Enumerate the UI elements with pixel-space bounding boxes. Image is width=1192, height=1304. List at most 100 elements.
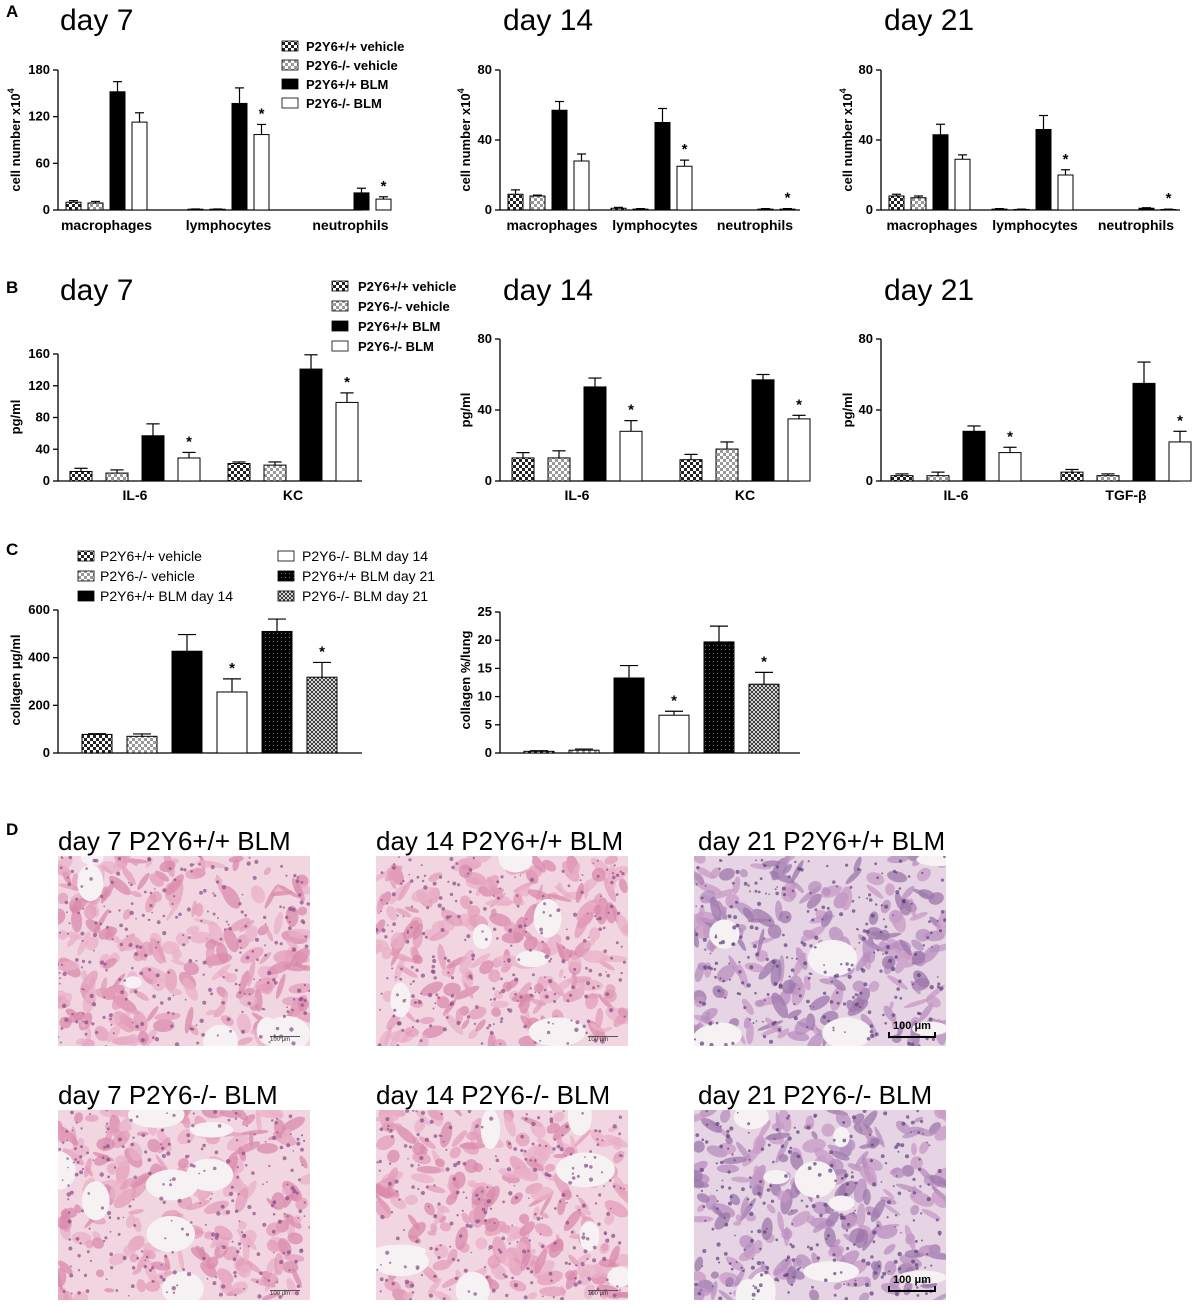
cell-nucleus [800, 1199, 804, 1202]
cell-nucleus [93, 949, 95, 952]
cell-nucleus [929, 985, 934, 990]
cell-nucleus [788, 975, 791, 978]
tissue-strand [244, 925, 258, 943]
cell-nucleus [561, 1193, 566, 1197]
cell-nucleus [273, 1251, 275, 1254]
y-tick-label: 160 [28, 346, 50, 361]
cell-nucleus [747, 1122, 751, 1126]
cell-nucleus [940, 878, 944, 882]
significance-star: * [628, 402, 634, 419]
cell-nucleus [467, 1290, 471, 1293]
cell-nucleus [198, 1172, 201, 1175]
tissue-strand [96, 1137, 115, 1151]
cell-nucleus [561, 959, 566, 964]
cell-nucleus [76, 1160, 80, 1164]
cell-nucleus [471, 957, 475, 961]
cell-nucleus [807, 1166, 812, 1171]
cell-nucleus [549, 1119, 554, 1124]
cell-nucleus [700, 896, 704, 900]
tissue-strand [831, 1151, 850, 1161]
cell-nucleus [700, 1189, 703, 1192]
cell-nucleus [879, 969, 883, 973]
cell-nucleus [449, 892, 454, 897]
legend-label-ko-blm: P2Y6-/- BLM [358, 339, 434, 354]
cell-nucleus [233, 1271, 237, 1275]
cell-nucleus [935, 1218, 939, 1222]
cell-nucleus [380, 910, 382, 912]
cell-nucleus [917, 1044, 921, 1046]
significance-star: * [1063, 151, 1069, 168]
tissue-strand [433, 1244, 449, 1259]
bar [715, 448, 739, 482]
cell-nucleus [169, 1183, 173, 1187]
micrograph-title: day 7 P2Y6+/+ BLM [58, 826, 291, 856]
tissue-strand [468, 1006, 487, 1020]
bar [511, 457, 535, 482]
cell-nucleus [75, 958, 79, 962]
tissue-texture [376, 856, 628, 1046]
tissue-strand [694, 1178, 705, 1189]
chart-title-b-day14: day 14 [503, 274, 593, 307]
cell-nucleus [721, 1179, 724, 1182]
cell-nucleus [203, 1169, 206, 1172]
cell-nucleus [533, 1041, 536, 1044]
cell-nucleus [500, 1017, 504, 1021]
tissue-strand [766, 1203, 776, 1214]
cell-nucleus [900, 1143, 905, 1148]
cell-nucleus [109, 1230, 112, 1233]
tissue-strand [85, 1025, 92, 1042]
cell-nucleus [68, 1211, 71, 1214]
cell-nucleus [133, 1224, 137, 1227]
cell-nucleus [147, 919, 150, 921]
tissue-strand [104, 1288, 115, 1293]
cell-nucleus [106, 1122, 109, 1125]
tissue-strand [378, 1030, 391, 1046]
y-tick-label: 0 [43, 745, 50, 760]
cell-nucleus [294, 1259, 298, 1264]
cell-nucleus [108, 910, 112, 914]
air-space [822, 1017, 872, 1046]
tissue-strand [238, 1221, 247, 1230]
y-axis-label: pg/ml [840, 393, 855, 428]
tissue-strand [590, 1023, 605, 1033]
y-axis-label-sup: 4 [838, 88, 848, 93]
cell-nucleus [455, 1190, 460, 1195]
cell-nucleus [784, 1272, 789, 1277]
y-tick-label: 40 [859, 402, 873, 417]
tissue-strand [593, 904, 602, 916]
cell-nucleus [79, 1155, 83, 1159]
cell-nucleus [757, 1192, 762, 1196]
cell-nucleus [859, 991, 863, 995]
tissue-strand [725, 893, 740, 909]
cell-nucleus [151, 1279, 155, 1283]
cell-nucleus [930, 931, 933, 935]
tissue-strand [64, 1207, 78, 1219]
tissue-strand [137, 872, 150, 890]
cell-nucleus [694, 1282, 699, 1287]
cell-nucleus [289, 1027, 294, 1032]
cell-nucleus [167, 1142, 171, 1146]
tissue-strand [84, 904, 97, 920]
cell-nucleus [719, 859, 722, 862]
cell-nucleus [276, 1117, 278, 1120]
cell-nucleus [133, 1175, 137, 1179]
y-tick-label: 0 [43, 473, 50, 488]
cell-nucleus [408, 858, 412, 862]
tissue-strand [58, 1260, 73, 1275]
cell-nucleus [184, 998, 187, 1001]
cell-nucleus [303, 1011, 307, 1015]
cell-nucleus [893, 1259, 898, 1264]
tissue-strand [795, 1254, 812, 1270]
y-axis-label: collagen %/lung [458, 630, 473, 729]
cell-nucleus [582, 1024, 586, 1028]
cell-nucleus [517, 999, 519, 1002]
tissue-strand [840, 886, 853, 911]
cell-nucleus [581, 874, 584, 876]
cell-nucleus [386, 977, 389, 980]
tissue-strand [404, 1027, 419, 1037]
cell-nucleus [729, 1195, 733, 1199]
bar [1060, 471, 1084, 482]
tissue-strand [387, 1149, 400, 1163]
cell-nucleus [854, 1283, 857, 1287]
cell-nucleus [896, 987, 900, 991]
